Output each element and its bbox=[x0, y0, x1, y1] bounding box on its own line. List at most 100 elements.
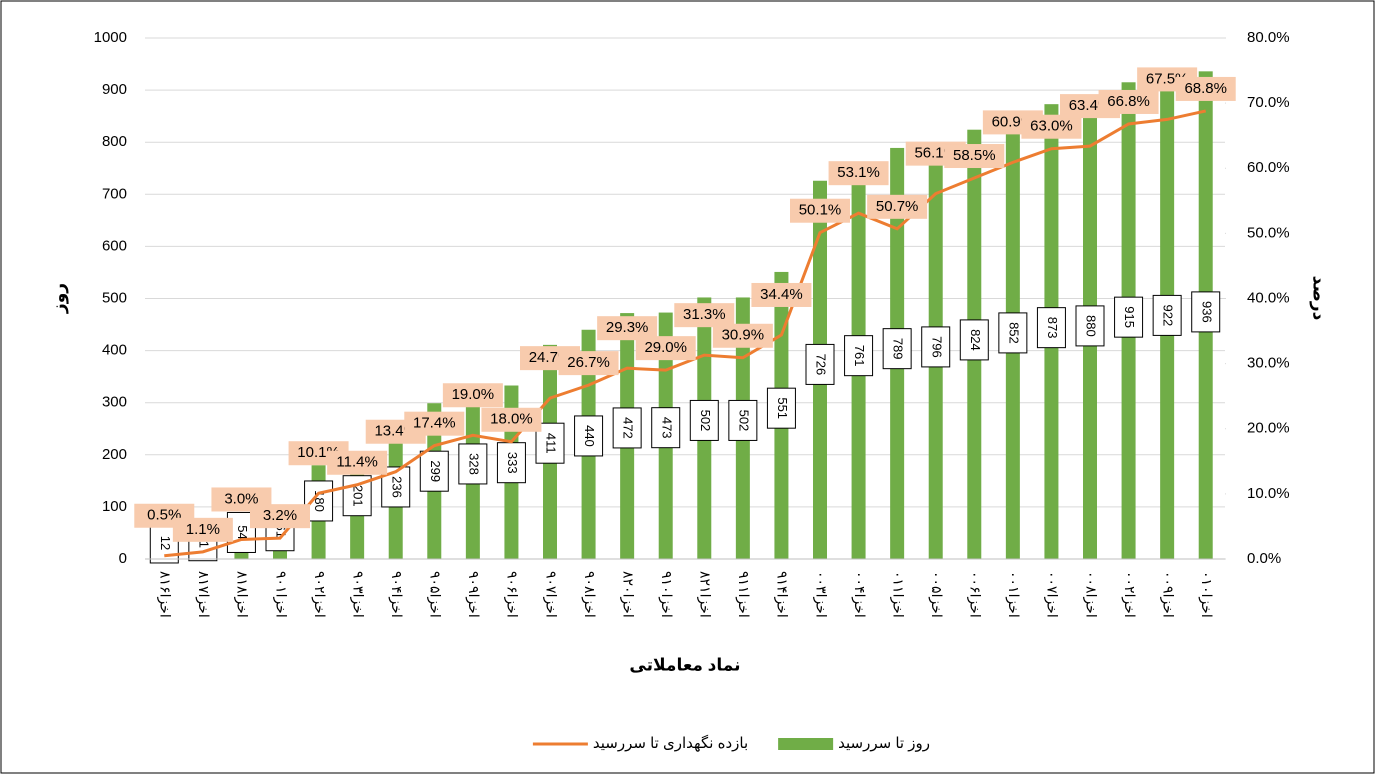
bar-label-box bbox=[651, 407, 681, 449]
line-value-label: 1.1% bbox=[186, 521, 220, 538]
y-tick-label: 500 bbox=[102, 289, 127, 306]
line-label-box bbox=[751, 282, 812, 307]
y2-tick-label: 70.0% bbox=[1247, 94, 1290, 111]
bar-value-label: 440 bbox=[582, 425, 597, 447]
x-tick-label: اخزا۰۱۰ bbox=[1198, 571, 1215, 618]
legend-label: بازده نگهداری تا سررسید bbox=[593, 734, 748, 752]
line-label-box bbox=[1175, 76, 1236, 101]
line-value-label: 31.3% bbox=[683, 306, 726, 323]
y-tick-label: 600 bbox=[102, 237, 127, 254]
x-tick-label: اخزا۹۰۴ bbox=[388, 571, 405, 618]
bar-value-label: 236 bbox=[389, 476, 404, 498]
y2-axis-title: درصد bbox=[1310, 276, 1329, 321]
y-tick-label: 300 bbox=[102, 394, 127, 411]
line-label-box bbox=[674, 303, 735, 328]
y-tick-label: 1000 bbox=[94, 29, 127, 46]
bar-value-label: 880 bbox=[1084, 315, 1099, 337]
y2-tick-label: 30.0% bbox=[1247, 355, 1290, 372]
line-label-box bbox=[404, 411, 465, 436]
x-axis-title: نماد معاملاتی bbox=[629, 655, 740, 674]
bar-value-label: 502 bbox=[736, 410, 751, 432]
bar-value-label: 328 bbox=[466, 453, 481, 475]
bar-label-box bbox=[458, 443, 488, 485]
bar-value-label: 852 bbox=[1006, 322, 1021, 344]
bar-value-label: 824 bbox=[968, 329, 983, 351]
line-value-label: 17.4% bbox=[413, 415, 456, 432]
bar-value-label: 873 bbox=[1045, 317, 1060, 339]
bar-label-box bbox=[882, 328, 912, 370]
bar-value-label: 551 bbox=[775, 397, 790, 419]
bar-label-box bbox=[921, 326, 951, 368]
x-tick-label: اخزا۰۰۴ bbox=[851, 571, 868, 618]
line-value-label: 11.4% bbox=[336, 454, 377, 471]
bar-label-box bbox=[1152, 294, 1182, 336]
y-tick-label: 800 bbox=[102, 133, 127, 150]
bar-label-box bbox=[1036, 307, 1066, 349]
bar-label-box bbox=[728, 399, 758, 441]
line-label-box bbox=[1021, 114, 1082, 139]
x-tick-label: اخزا۸۱۷ bbox=[195, 571, 212, 618]
x-tick-label: اخزا۰۱۱ bbox=[889, 571, 906, 618]
bar-label-box bbox=[342, 475, 372, 517]
bar-value-label: 796 bbox=[929, 336, 944, 358]
x-tick-label: اخزا۰۰۳ bbox=[812, 571, 829, 618]
bar-value-label: 411 bbox=[544, 433, 559, 454]
y2-tick-label: 40.0% bbox=[1247, 289, 1290, 306]
bar-value-label: 789 bbox=[891, 338, 906, 360]
bar-label-box bbox=[1075, 305, 1105, 347]
x-tick-label: اخزا۰۰۱ bbox=[1005, 571, 1022, 618]
bar-label-box bbox=[1114, 296, 1144, 338]
x-tick-label: اخزا۹۰۹ bbox=[465, 571, 482, 618]
y2-tick-label: 20.0% bbox=[1247, 420, 1290, 437]
line-label-box bbox=[172, 517, 233, 542]
line-value-label: 30.9% bbox=[722, 327, 765, 344]
legend-swatch bbox=[778, 738, 834, 750]
y-tick-label: 200 bbox=[102, 446, 127, 463]
bar-value-label: 12 bbox=[158, 536, 173, 550]
bar-label-box bbox=[844, 335, 874, 377]
line-value-label: 63.0% bbox=[1030, 118, 1073, 135]
line-value-label: 19.0% bbox=[452, 386, 495, 403]
bar-label-box bbox=[1191, 291, 1221, 333]
x-tick-label: اخزا۰۰۹ bbox=[1159, 571, 1176, 618]
x-tick-label: اخزا۰۰۸ bbox=[1082, 571, 1099, 618]
bar-label-box bbox=[959, 319, 989, 361]
bar-label-box bbox=[574, 415, 604, 457]
y-tick-label: 400 bbox=[102, 342, 127, 359]
x-tick-label: اخزا۰۰۵ bbox=[928, 571, 945, 618]
y2-tick-label: 0.0% bbox=[1247, 550, 1281, 567]
x-tick-label: اخزا۹۰۳ bbox=[349, 571, 366, 618]
line-label-box bbox=[442, 383, 503, 408]
y-tick-label: 700 bbox=[102, 185, 127, 202]
line-label-box bbox=[828, 161, 889, 186]
line-value-label: 58.5% bbox=[953, 147, 996, 164]
bar-value-label: 936 bbox=[1199, 301, 1214, 323]
line-label-box bbox=[250, 504, 310, 529]
x-tick-label: اخزا۹۰۲ bbox=[311, 571, 328, 618]
bar-label-box bbox=[496, 442, 526, 484]
x-tick-label: اخزا۹۱۱ bbox=[735, 571, 752, 618]
line-label-box bbox=[558, 351, 619, 376]
bar-value-label: 54 bbox=[235, 525, 250, 539]
line bbox=[164, 109, 1207, 558]
x-tick-label: اخزا۸۲۰ bbox=[619, 571, 636, 618]
bar-value-label: 761 bbox=[852, 345, 867, 367]
x-tick-label: اخزا۹۱۴ bbox=[774, 571, 791, 618]
x-tick-label: اخزا۸۱۸ bbox=[234, 571, 251, 618]
x-tick-label: اخزا۸۱۶ bbox=[157, 571, 174, 618]
bar-value-label: 473 bbox=[659, 417, 674, 439]
line-value-label: 53.1% bbox=[837, 164, 880, 181]
bar-label-box bbox=[612, 407, 642, 449]
x-tick-label: اخزا۰۰۲ bbox=[1121, 571, 1138, 618]
line-value-label: 18.0% bbox=[490, 411, 533, 428]
y2-tick-label: 10.0% bbox=[1247, 485, 1290, 502]
line-value-label: 68.8% bbox=[1184, 80, 1227, 97]
y-tick-label: 900 bbox=[102, 81, 127, 98]
line-label-box bbox=[944, 144, 1005, 169]
bar-value-label: 726 bbox=[814, 354, 829, 376]
line-value-label: 3.0% bbox=[224, 490, 258, 507]
y2-tick-label: 60.0% bbox=[1247, 159, 1290, 176]
line-label-box bbox=[867, 194, 928, 219]
line-value-label: 29.0% bbox=[644, 339, 687, 356]
